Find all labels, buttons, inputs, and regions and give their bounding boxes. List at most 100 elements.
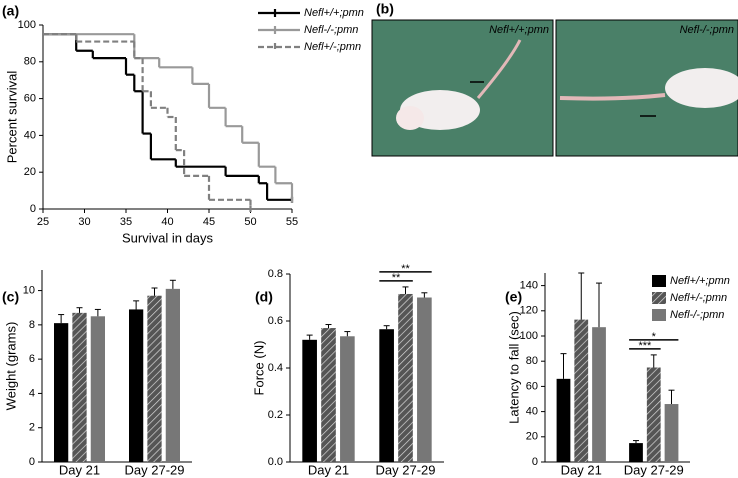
photo bbox=[371, 19, 554, 157]
x-tick-label: 35 bbox=[120, 216, 132, 228]
significance-label: ** bbox=[392, 272, 401, 284]
y-tick-label: 60 bbox=[24, 93, 36, 105]
bar bbox=[321, 328, 336, 462]
bar bbox=[165, 288, 180, 462]
y-tick-label: 60 bbox=[526, 380, 538, 392]
mouse bbox=[396, 106, 424, 130]
x-tick-label: Day 21 bbox=[308, 462, 349, 477]
panel-label: (d) bbox=[255, 289, 273, 305]
error-bar bbox=[94, 308, 101, 317]
legend-label: Nefl+/+;pmn bbox=[670, 275, 730, 287]
error-bar bbox=[383, 325, 390, 330]
bar bbox=[129, 309, 144, 462]
y-tick-label: 0.2 bbox=[268, 409, 283, 421]
x-axis-label: Survival in days bbox=[122, 230, 214, 245]
y-tick-label: 0.8 bbox=[268, 268, 283, 280]
x-tick-label: Day 27-29 bbox=[624, 462, 684, 477]
legend-label: Nefl+/-;pmn bbox=[670, 292, 727, 304]
panel-label: (c) bbox=[2, 289, 19, 305]
error-bar bbox=[325, 324, 332, 329]
y-axis-label: Percent survival bbox=[4, 71, 19, 164]
error-bar bbox=[421, 292, 428, 298]
y-tick-label: 40 bbox=[24, 129, 36, 141]
error-bar bbox=[151, 287, 158, 296]
x-tick-label: Day 21 bbox=[561, 462, 602, 477]
y-tick-label: 0 bbox=[29, 456, 35, 468]
y-tick-label: 140 bbox=[520, 280, 538, 292]
y-tick-label: 10 bbox=[23, 284, 35, 296]
error-bar bbox=[344, 331, 351, 337]
x-tick-label: 30 bbox=[78, 216, 90, 228]
mouse bbox=[665, 68, 738, 108]
y-tick-label: 8 bbox=[29, 319, 35, 331]
error-bar bbox=[650, 354, 657, 368]
significance-label: * bbox=[652, 331, 657, 343]
significance-label: ** bbox=[401, 263, 410, 275]
y-tick-label: 20 bbox=[24, 166, 36, 178]
bar bbox=[90, 316, 105, 462]
y-tick-label: 0.0 bbox=[268, 456, 283, 468]
panel-label: (e) bbox=[505, 289, 522, 305]
error-bar bbox=[596, 282, 603, 328]
bar bbox=[379, 329, 394, 462]
x-tick-label: Day 21 bbox=[59, 462, 100, 477]
x-tick-label: 45 bbox=[203, 216, 215, 228]
error-bar bbox=[133, 300, 140, 310]
y-tick-label: 40 bbox=[526, 406, 538, 418]
error-bar bbox=[632, 440, 639, 444]
bar bbox=[340, 336, 355, 462]
x-tick-label: Day 27-29 bbox=[376, 462, 436, 477]
x-tick-label: 55 bbox=[286, 216, 298, 228]
legend-swatch bbox=[652, 275, 666, 287]
bar bbox=[629, 443, 643, 462]
bar bbox=[664, 404, 679, 462]
y-tick-label: 20 bbox=[526, 431, 538, 443]
photo-panel: (b) Nefl+/+;pmn Nefl-/-;pmn bbox=[371, 1, 738, 157]
legend-swatch bbox=[652, 309, 666, 321]
bar bbox=[72, 312, 87, 462]
error-bar bbox=[169, 279, 176, 289]
y-tick-label: 80 bbox=[24, 56, 36, 68]
bar bbox=[556, 378, 571, 462]
bar bbox=[398, 293, 413, 462]
x-tick-label: 50 bbox=[244, 216, 256, 228]
tail bbox=[476, 39, 522, 99]
y-tick-label: 100 bbox=[18, 19, 36, 31]
legend-label: Nefl-/-;pmn bbox=[670, 309, 724, 321]
tail bbox=[559, 93, 666, 101]
y-axis-label: Weight (grams) bbox=[3, 322, 18, 411]
legend-swatch bbox=[652, 292, 666, 304]
y-tick-label: 120 bbox=[520, 305, 538, 317]
legend-label: Nefl-/-;pmn bbox=[304, 24, 358, 36]
significance-label: *** bbox=[638, 340, 652, 352]
y-tick-label: 6 bbox=[29, 353, 35, 365]
legend-label: Nefl+/+;pmn bbox=[304, 7, 364, 19]
bar bbox=[147, 295, 162, 462]
error-bar bbox=[560, 353, 567, 379]
x-tick-label: 40 bbox=[161, 216, 173, 228]
y-axis-label: Latency to fall (sec) bbox=[506, 311, 521, 424]
panel-label: (b) bbox=[376, 1, 394, 17]
bar bbox=[646, 367, 661, 462]
bar bbox=[592, 327, 606, 462]
y-tick-label: 0.6 bbox=[268, 315, 283, 327]
y-tick-label: 0 bbox=[30, 203, 36, 215]
photo-caption: Nefl-/-;pmn bbox=[680, 24, 734, 36]
bar bbox=[302, 339, 317, 462]
y-tick-label: 2 bbox=[29, 422, 35, 434]
y-tick-label: 4 bbox=[29, 387, 35, 399]
y-tick-label: 0.4 bbox=[268, 362, 283, 374]
y-tick-label: 0 bbox=[532, 456, 538, 468]
x-tick-label: 25 bbox=[37, 216, 49, 228]
y-axis-label: Force (N) bbox=[251, 341, 266, 396]
legend-label: Nefl+/-;pmn bbox=[304, 41, 361, 53]
y-tick-label: 100 bbox=[520, 330, 538, 342]
x-tick-label: Day 27-29 bbox=[125, 462, 185, 477]
bar bbox=[417, 297, 432, 462]
bar bbox=[574, 319, 589, 462]
photo-caption: Nefl+/+;pmn bbox=[489, 24, 549, 36]
error-bar bbox=[402, 286, 409, 294]
error-bar bbox=[76, 307, 83, 313]
error-bar bbox=[578, 272, 585, 320]
